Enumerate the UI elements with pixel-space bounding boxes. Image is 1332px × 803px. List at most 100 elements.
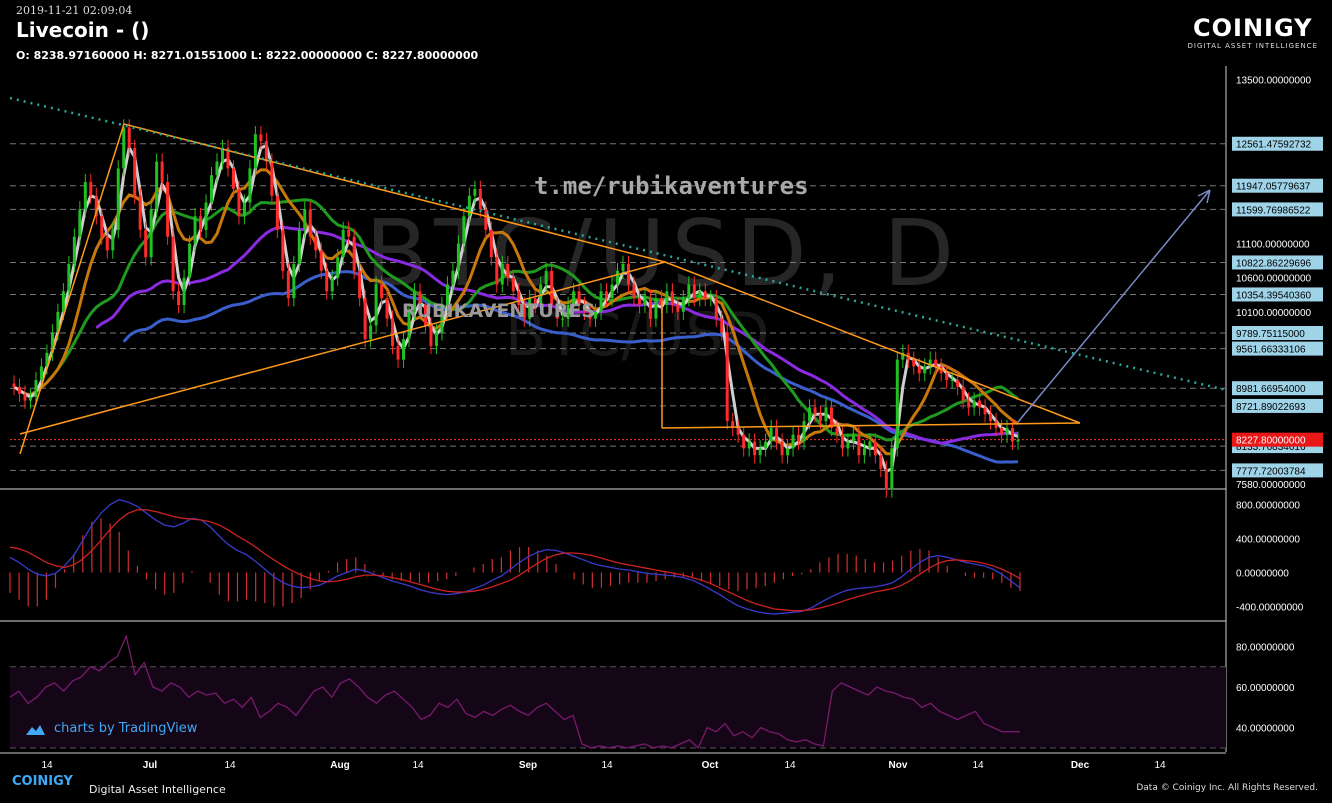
candle (286, 270, 290, 299)
candle (166, 182, 170, 237)
candle (879, 455, 883, 469)
candle (336, 257, 340, 278)
candle (149, 209, 153, 258)
candle (314, 236, 318, 251)
candle (391, 318, 395, 346)
candle (330, 277, 334, 292)
candle (747, 441, 751, 449)
candle (188, 243, 192, 278)
candle (17, 386, 21, 394)
candle (363, 298, 367, 340)
y-tick-label: 11100.00000000 (1236, 240, 1310, 251)
cloud-icon (26, 724, 45, 735)
candle (572, 291, 576, 305)
level-label-bg (1232, 202, 1323, 217)
candle (1005, 427, 1009, 435)
candle (347, 229, 351, 237)
candle (1016, 439, 1020, 442)
candle (577, 291, 581, 305)
candle (28, 397, 32, 401)
level-label-bg (1232, 341, 1323, 356)
candle (231, 168, 235, 189)
watermark-channel: t.me/rubikaventures (534, 172, 809, 200)
candle (341, 229, 345, 258)
x-tick-label: 14 (41, 760, 53, 771)
tradingview-link[interactable]: charts by TradingView (24, 721, 197, 736)
logo-main: COINIGY (1193, 14, 1313, 42)
candle (594, 311, 598, 319)
footer-logo: COINIGY (12, 774, 73, 789)
x-tick-label: 14 (784, 760, 796, 771)
candle (127, 127, 131, 148)
candle (566, 304, 570, 319)
candle (802, 421, 806, 442)
candle (264, 141, 268, 162)
last-price-bg (1232, 432, 1323, 447)
candle (626, 264, 630, 285)
candle (369, 325, 373, 340)
x-tick-label: Oct (702, 760, 719, 771)
level-label-bg (1232, 326, 1323, 341)
candle (182, 277, 186, 305)
candle (275, 195, 279, 230)
level-label-bg (1232, 136, 1323, 151)
level-label: 10822.86229696 (1236, 258, 1312, 269)
macd-line (9, 498, 1021, 615)
level-label: 12561.47592732 (1236, 140, 1312, 151)
candle (840, 434, 844, 449)
candle (714, 298, 718, 319)
candle (122, 127, 126, 169)
candle (517, 291, 521, 305)
candle (555, 304, 559, 319)
candle (923, 366, 927, 374)
candle (775, 427, 779, 442)
candle (851, 434, 855, 442)
candle (511, 277, 515, 292)
candle (583, 304, 587, 312)
signal-line (9, 509, 1021, 612)
candle (56, 311, 60, 333)
candle (429, 325, 433, 346)
level-label: 8133.76834616 (1236, 442, 1306, 453)
candle (862, 448, 866, 456)
coinigy-logo: COINIGY DIGITAL ASSET INTELLIGENCE (1188, 14, 1318, 50)
watermark-name: RUBIKAVENTURES (402, 300, 596, 322)
candle (665, 291, 669, 305)
macd-tick-label: 0.00000000 (1236, 569, 1289, 580)
trend-line-orange (123, 123, 666, 263)
candle (45, 352, 49, 367)
candle (484, 209, 488, 230)
candle (402, 339, 406, 360)
trend-line-orange (661, 422, 1081, 429)
rsi-tick-label: 60.00000000 (1236, 683, 1295, 694)
candle (467, 195, 471, 217)
candle (681, 298, 685, 312)
candle (599, 291, 603, 312)
footer-copyright: Data © Coinigy Inc. All Rights Reserved. (1136, 783, 1318, 793)
ma-blue-line (122, 270, 1019, 464)
candle (928, 359, 932, 367)
candle (950, 380, 954, 382)
candle (308, 209, 312, 237)
macd-tick-label: -400.00000000 (1236, 602, 1304, 613)
candle (413, 291, 417, 312)
candle (731, 421, 735, 428)
level-label: 8981.66954000 (1236, 384, 1306, 395)
x-tick-label: 14 (412, 760, 424, 771)
candle (901, 352, 905, 360)
projection-arrow (1017, 189, 1211, 423)
candle (829, 407, 833, 428)
level-label-bg (1232, 255, 1323, 270)
y-tick-label: 10100.00000000 (1236, 308, 1312, 319)
x-tick-label: Aug (330, 760, 349, 771)
candle (895, 359, 899, 449)
candle (478, 188, 482, 210)
candle (698, 291, 702, 299)
candle (61, 291, 65, 312)
candle (873, 441, 877, 456)
candle (654, 298, 658, 319)
candle (989, 414, 993, 422)
footer-subtitle: Digital Asset Intelligence (89, 783, 226, 796)
candle (297, 229, 301, 265)
candle (281, 229, 285, 271)
